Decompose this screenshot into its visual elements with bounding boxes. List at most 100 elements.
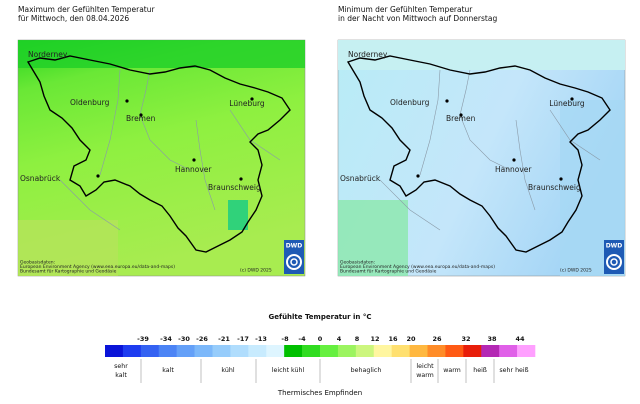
warm-zone [338, 200, 408, 276]
legend-swatch [105, 345, 124, 357]
city-dot [239, 177, 243, 181]
legend-tick: 8 [355, 335, 360, 343]
city-label: Braunschweig [528, 183, 581, 192]
map-title: Maximum der Gefühlten Temperatur [18, 5, 156, 14]
city-dot [125, 99, 129, 103]
legend-swatch [248, 345, 267, 357]
legend-category: kalt [115, 372, 127, 379]
legend-swatch [517, 345, 536, 357]
city-dot [512, 158, 516, 162]
legend-swatch [122, 345, 142, 357]
map-title: für Mittwoch, den 08.04.2026 [18, 14, 129, 23]
legend-swatch [266, 345, 285, 357]
logo-swirl [286, 254, 302, 270]
attribution: European Environment Agency (www.eea.eur… [20, 264, 175, 270]
legend-tick: -34 [160, 335, 172, 343]
city-label: Osnabrück [340, 174, 381, 183]
legend-category: heiß [473, 367, 487, 374]
legend-category: warm [443, 367, 461, 374]
legend-tick: -26 [196, 335, 208, 343]
legend-tick: 4 [337, 335, 342, 343]
cool-zone [18, 40, 305, 68]
city-label: Braunschweig [208, 183, 261, 192]
legend-category: leicht [416, 363, 434, 370]
city-dot [559, 177, 563, 181]
legend-swatch [445, 345, 464, 357]
legend-swatch [158, 345, 177, 357]
legend-swatch [391, 345, 410, 357]
legend-swatch [176, 345, 195, 357]
legend-swatch [427, 345, 446, 357]
legend-tick: -17 [237, 335, 249, 343]
legend-swatch [337, 345, 357, 357]
legend-category: kühl [221, 367, 234, 374]
legend-tick: -30 [178, 335, 190, 343]
city-label: Lüneburg [549, 99, 585, 108]
city-label: Hannover [175, 165, 212, 174]
legend-swatch [194, 345, 213, 357]
legend-footer: Thermisches Empfinden [277, 389, 362, 397]
city-label: Norderney [28, 50, 68, 59]
rivers [379, 69, 601, 231]
attribution: (c) DWD 2025 [560, 268, 592, 274]
city-dot [570, 97, 574, 101]
logo-swirl [610, 258, 618, 266]
state-border [26, 55, 291, 253]
city-label: Oldenburg [390, 98, 430, 107]
legend-swatch [373, 345, 392, 357]
legend-tick: -4 [298, 335, 306, 343]
map-title: Minimum der Gefühlten Temperatur [338, 5, 473, 14]
rivers [59, 69, 281, 231]
city-dot [139, 113, 143, 117]
map-title: in der Nacht von Mittwoch auf Donnerstag [338, 14, 497, 23]
legend-tick: -39 [137, 335, 149, 343]
coast-zone [338, 40, 625, 70]
legend-title: Gefühlte Temperatur in °C [269, 313, 372, 321]
legend-tick: 20 [406, 335, 416, 343]
legend-tick: 26 [432, 335, 442, 343]
legend-tick: -13 [255, 335, 267, 343]
city-label: Lüneburg [229, 99, 265, 108]
legend-category: leicht kühl [272, 367, 305, 374]
city-dot [416, 174, 420, 178]
legend-swatch [409, 345, 428, 357]
legend-category: behaglich [351, 367, 382, 374]
city-dot [250, 97, 254, 101]
legend-category: kalt [162, 367, 174, 374]
legend-category: sehr heiß [499, 367, 528, 374]
state-border [346, 55, 611, 253]
legend-swatch [481, 345, 500, 357]
legend-tick: 44 [515, 335, 525, 343]
legend-tick: 32 [461, 335, 470, 343]
legend-tick: -8 [281, 335, 289, 343]
city-dot [96, 174, 100, 178]
legend-swatch [302, 345, 321, 357]
legend-tick: 0 [318, 335, 323, 343]
city-label: Bremen [126, 114, 156, 123]
city-dot [459, 113, 463, 117]
legend-swatch [140, 345, 160, 357]
legend-swatch [320, 345, 339, 357]
legend-category: warm [416, 372, 434, 379]
city-label: Osnabrück [20, 174, 61, 183]
city-label: Oldenburg [70, 98, 110, 107]
legend-swatch [230, 345, 249, 357]
logo-text: DWD [286, 243, 303, 250]
legend-swatch [463, 345, 482, 357]
attribution: Bundesamt für Kartographie und Geodäsie [340, 269, 437, 275]
attribution: Geobasisdaten: [340, 260, 375, 266]
legend-swatch [284, 345, 303, 357]
city-dot [192, 158, 196, 162]
warm-zone [18, 220, 118, 276]
legend-tick: 16 [388, 335, 398, 343]
city-label: Hannover [495, 165, 532, 174]
attribution: (c) DWD 2025 [240, 268, 272, 274]
attribution: Bundesamt für Kartographie und Geodäsie [20, 269, 117, 275]
legend-tick: 38 [487, 335, 497, 343]
legend-category: sehr [114, 363, 128, 370]
city-label: Bremen [446, 114, 476, 123]
logo-swirl [606, 254, 622, 270]
logo-swirl [290, 258, 298, 266]
legend-swatch [499, 345, 518, 357]
